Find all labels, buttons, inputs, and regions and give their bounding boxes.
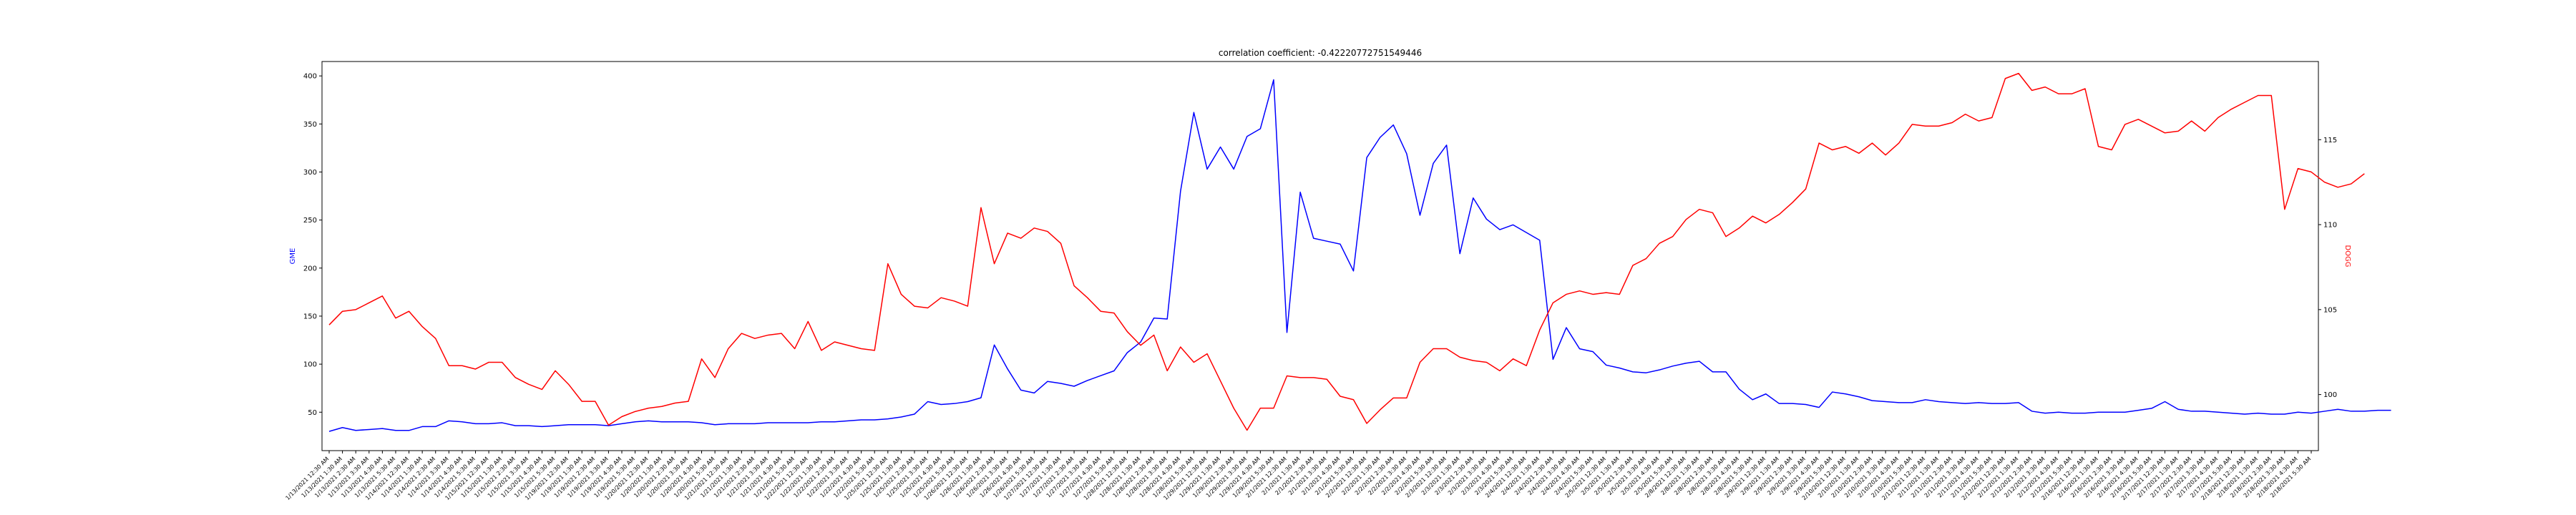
left-y-tick-label-2: 150 <box>303 313 317 320</box>
left-y-axis: 50 100 150 200 250 300 350 400 <box>303 73 322 417</box>
plot-area <box>321 61 2319 451</box>
series-line-dogg <box>328 72 2365 431</box>
right-y-tick-label-1: 105 <box>2323 306 2337 314</box>
series-layer <box>328 72 2391 432</box>
left-y-tick-label-7: 400 <box>303 73 317 81</box>
right-y-tick-label-0: 100 <box>2323 391 2337 399</box>
left-y-tick-label-3: 200 <box>303 265 317 273</box>
left-y-tick-label-6: 350 <box>303 121 317 129</box>
left-y-tick-label-5: 300 <box>303 169 317 177</box>
right-y-axis-label: DOGG <box>2343 245 2351 267</box>
chart-title: correlation coefficient: -0.422207727515… <box>1219 48 1422 58</box>
right-y-tick-label-3: 115 <box>2323 137 2337 144</box>
left-y-tick-label-4: 250 <box>303 217 317 225</box>
series-line-gme <box>328 79 2391 432</box>
left-y-axis-label: GME <box>289 248 297 265</box>
right-y-axis: 100 105 110 115 <box>2318 137 2337 399</box>
left-y-tick-label-1: 100 <box>303 361 317 369</box>
right-y-tick-label-2: 110 <box>2323 222 2337 230</box>
left-y-tick-label-0: 50 <box>308 409 317 417</box>
